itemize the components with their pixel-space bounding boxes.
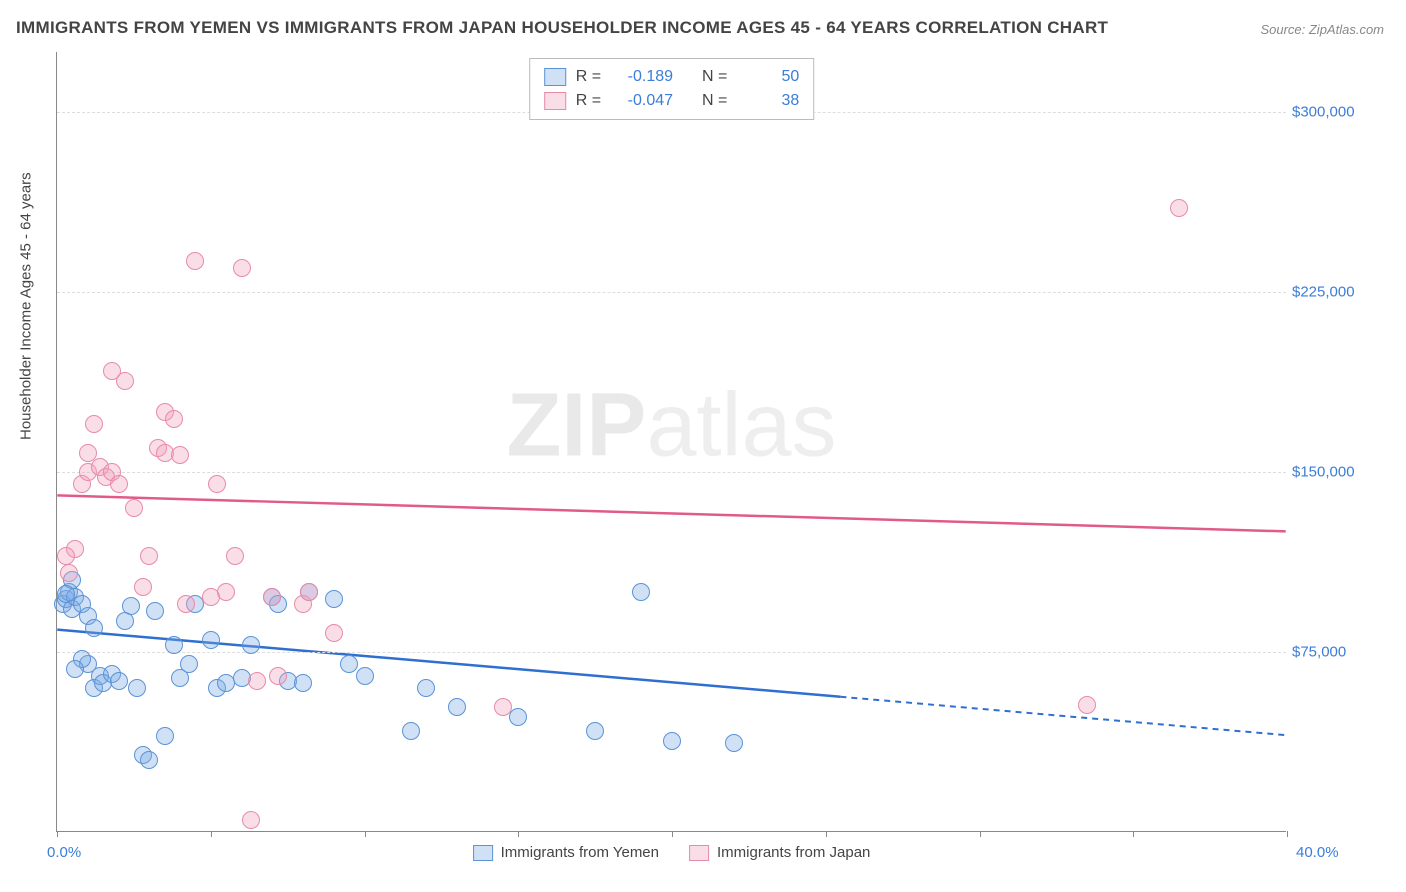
legend-bottom: Immigrants from Yemen Immigrants from Ja… bbox=[473, 844, 871, 861]
legend-label-japan: Immigrants from Japan bbox=[717, 844, 870, 861]
scatter-point-yemen bbox=[586, 722, 604, 740]
scatter-point-yemen bbox=[128, 679, 146, 697]
y-axis-title: Householder Income Ages 45 - 64 years bbox=[18, 172, 35, 440]
scatter-point-japan bbox=[494, 698, 512, 716]
scatter-point-yemen bbox=[202, 631, 220, 649]
swatch-yemen-icon bbox=[544, 68, 566, 86]
swatch-yemen-icon bbox=[473, 845, 493, 861]
x-tick bbox=[980, 831, 981, 837]
scatter-point-japan bbox=[116, 372, 134, 390]
scatter-point-yemen bbox=[242, 636, 260, 654]
n-label: N = bbox=[702, 89, 727, 113]
scatter-point-yemen bbox=[325, 590, 343, 608]
scatter-point-japan bbox=[226, 547, 244, 565]
r-label: R = bbox=[576, 89, 601, 113]
scatter-point-yemen bbox=[340, 655, 358, 673]
scatter-point-yemen bbox=[57, 585, 75, 603]
scatter-point-yemen bbox=[85, 619, 103, 637]
chart-container: IMMIGRANTS FROM YEMEN VS IMMIGRANTS FROM… bbox=[0, 0, 1406, 892]
x-tick bbox=[365, 831, 366, 837]
scatter-point-yemen bbox=[632, 583, 650, 601]
gridline-h bbox=[57, 472, 1286, 473]
y-tick-label: $225,000 bbox=[1292, 284, 1392, 301]
x-tick bbox=[672, 831, 673, 837]
n-value-japan: 38 bbox=[737, 89, 799, 113]
x-axis-max-label: 40.0% bbox=[1296, 844, 1396, 861]
y-tick-label: $75,000 bbox=[1292, 644, 1392, 661]
scatter-point-japan bbox=[1170, 199, 1188, 217]
scatter-point-yemen bbox=[356, 667, 374, 685]
watermark: ZIPatlas bbox=[506, 374, 836, 477]
scatter-point-yemen bbox=[509, 708, 527, 726]
legend-item-japan: Immigrants from Japan bbox=[689, 844, 870, 861]
scatter-point-yemen bbox=[146, 602, 164, 620]
x-tick bbox=[1133, 831, 1134, 837]
scatter-point-japan bbox=[125, 499, 143, 517]
scatter-point-yemen bbox=[140, 751, 158, 769]
scatter-point-yemen bbox=[66, 660, 84, 678]
trendline-japan bbox=[57, 495, 1285, 531]
legend-correlation-box: R = -0.189 N = 50 R = -0.047 N = 38 bbox=[529, 58, 815, 120]
swatch-japan-icon bbox=[544, 92, 566, 110]
x-tick bbox=[518, 831, 519, 837]
scatter-point-yemen bbox=[165, 636, 183, 654]
legend-item-yemen: Immigrants from Yemen bbox=[473, 844, 659, 861]
scatter-point-japan bbox=[110, 475, 128, 493]
r-label: R = bbox=[576, 65, 601, 89]
gridline-h bbox=[57, 652, 1286, 653]
scatter-point-yemen bbox=[294, 674, 312, 692]
y-tick-label: $150,000 bbox=[1292, 464, 1392, 481]
legend-label-yemen: Immigrants from Yemen bbox=[501, 844, 659, 861]
scatter-point-yemen bbox=[122, 597, 140, 615]
watermark-bold: ZIP bbox=[506, 375, 646, 475]
scatter-point-yemen bbox=[156, 727, 174, 745]
scatter-point-japan bbox=[60, 564, 78, 582]
scatter-point-japan bbox=[248, 672, 266, 690]
scatter-point-japan bbox=[242, 811, 260, 829]
n-value-yemen: 50 bbox=[737, 65, 799, 89]
scatter-point-japan bbox=[1078, 696, 1096, 714]
watermark-thin: atlas bbox=[646, 375, 836, 475]
scatter-point-yemen bbox=[402, 722, 420, 740]
scatter-point-japan bbox=[217, 583, 235, 601]
scatter-point-japan bbox=[134, 578, 152, 596]
gridline-h bbox=[57, 292, 1286, 293]
scatter-point-yemen bbox=[663, 732, 681, 750]
scatter-point-yemen bbox=[417, 679, 435, 697]
scatter-point-japan bbox=[85, 415, 103, 433]
x-tick bbox=[211, 831, 212, 837]
scatter-point-japan bbox=[300, 583, 318, 601]
scatter-point-japan bbox=[263, 588, 281, 606]
x-tick bbox=[826, 831, 827, 837]
x-tick bbox=[1287, 831, 1288, 837]
scatter-point-japan bbox=[208, 475, 226, 493]
scatter-point-japan bbox=[186, 252, 204, 270]
r-value-yemen: -0.189 bbox=[611, 65, 673, 89]
scatter-point-japan bbox=[269, 667, 287, 685]
scatter-point-japan bbox=[171, 446, 189, 464]
source-label: Source: ZipAtlas.com bbox=[1260, 22, 1384, 37]
scatter-point-japan bbox=[325, 624, 343, 642]
scatter-point-japan bbox=[177, 595, 195, 613]
y-tick-label: $300,000 bbox=[1292, 104, 1392, 121]
scatter-point-japan bbox=[165, 410, 183, 428]
x-axis-min-label: 0.0% bbox=[47, 844, 81, 861]
chart-title: IMMIGRANTS FROM YEMEN VS IMMIGRANTS FROM… bbox=[16, 18, 1108, 38]
r-value-japan: -0.047 bbox=[611, 89, 673, 113]
trendline-ext-yemen bbox=[840, 697, 1285, 735]
scatter-point-japan bbox=[140, 547, 158, 565]
scatter-point-yemen bbox=[180, 655, 198, 673]
trend-lines-layer bbox=[57, 52, 1286, 831]
scatter-point-yemen bbox=[725, 734, 743, 752]
plot-area: ZIPatlas R = -0.189 N = 50 R = -0.047 N … bbox=[56, 52, 1286, 832]
scatter-point-yemen bbox=[110, 672, 128, 690]
x-tick bbox=[57, 831, 58, 837]
scatter-point-japan bbox=[233, 259, 251, 277]
legend-row-japan: R = -0.047 N = 38 bbox=[544, 89, 800, 113]
legend-row-yemen: R = -0.189 N = 50 bbox=[544, 65, 800, 89]
scatter-point-yemen bbox=[448, 698, 466, 716]
n-label: N = bbox=[702, 65, 727, 89]
scatter-point-japan bbox=[57, 547, 75, 565]
swatch-japan-icon bbox=[689, 845, 709, 861]
